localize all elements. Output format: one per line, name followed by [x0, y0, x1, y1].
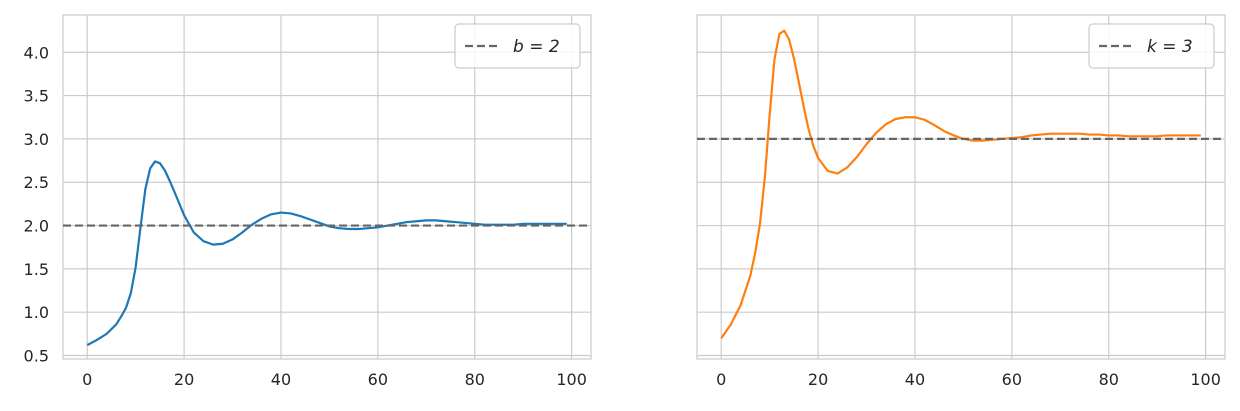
x-tick-label: 40: [271, 370, 291, 389]
x-tick-label: 20: [808, 370, 828, 389]
legend: k = 3: [1088, 23, 1215, 69]
x-tick-label: 40: [905, 370, 925, 389]
x-tick-label: 60: [1002, 370, 1022, 389]
x-tick-label: 60: [368, 370, 388, 389]
x-tick-label: 80: [465, 370, 485, 389]
y-tick-label: 2.5: [24, 173, 49, 192]
axes-frame: [62, 14, 592, 360]
y-tick-label: 3.0: [24, 130, 49, 149]
legend-label: b = 2: [513, 37, 560, 57]
y-tick-label: 1.5: [24, 260, 49, 279]
legend-label: k = 3: [1147, 37, 1193, 57]
x-tick-label: 0: [716, 370, 726, 389]
left-subplot: 0 20 40 60 80 100 0.5 1.0 1.5 2.0 2.5 3.0 3.5 4.0 b = …: [24, 14, 592, 389]
data-series-line: [720, 29, 1201, 339]
legend: b = 2: [454, 23, 581, 69]
x-tick-label: 0: [82, 370, 92, 389]
data-series-line: [86, 160, 567, 347]
y-tick-label: 0.5: [24, 347, 49, 366]
y-tick-label: 2.0: [24, 217, 49, 236]
x-tick-label: 80: [1099, 370, 1119, 389]
x-tick-label: 20: [174, 370, 194, 389]
axes-frame: [696, 14, 1226, 360]
y-tick-label: 3.5: [24, 87, 49, 106]
legend-box: [454, 23, 581, 69]
right-subplot: 0 20 40 60 80 100 k = 3: [696, 14, 1226, 389]
x-tick-label: 100: [1190, 370, 1221, 389]
x-tick-label: 100: [556, 370, 587, 389]
legend-box: [1088, 23, 1215, 69]
y-tick-label: 1.0: [24, 303, 49, 322]
y-tick-label: 4.0: [24, 43, 49, 62]
